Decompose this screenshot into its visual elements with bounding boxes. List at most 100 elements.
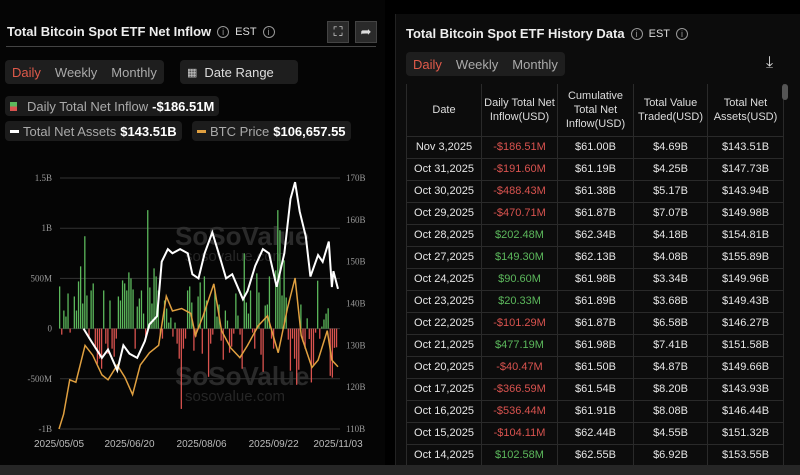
- table-row: Oct 30,2025 -$488.43M $61.38B $5.17B $143.94…: [406, 180, 784, 203]
- date-cell: Oct 21,2025: [406, 334, 482, 357]
- inflow-bar: [201, 328, 203, 354]
- date-range-button[interactable]: ▦ Date Range: [180, 60, 298, 84]
- share-icon[interactable]: ➦: [355, 21, 377, 43]
- tab-weekly[interactable]: Weekly: [54, 64, 98, 80]
- inflow-bar: [73, 296, 75, 329]
- x-tick-label: 2025/05/05: [34, 439, 84, 450]
- daily-inflow-cell: $477.19M: [481, 334, 558, 357]
- watermark: sosovalue.com: [185, 388, 285, 405]
- cumulative-inflow-cell: $62.13B: [557, 246, 634, 269]
- net-assets-cell: $149.66B: [707, 356, 784, 379]
- date-cell: Oct 24,2025: [406, 268, 482, 291]
- tab-daily[interactable]: Daily: [12, 64, 41, 80]
- inflow-bar: [262, 328, 264, 372]
- inflow-bar: [61, 328, 63, 335]
- inflow-bar: [310, 328, 313, 383]
- y-right-tick-label: 170B: [346, 173, 366, 183]
- table-row: Oct 28,2025 $202.48M $62.34B $4.18B $154.81B: [406, 224, 784, 247]
- inflow-bar: [224, 310, 227, 329]
- inflow-bar: [186, 290, 189, 329]
- inflow-bar: [172, 328, 174, 337]
- tab-daily[interactable]: Daily: [413, 56, 442, 72]
- info-icon[interactable]: i: [630, 27, 643, 40]
- legend-assets[interactable]: Total Net Assets $143.51B: [5, 121, 182, 141]
- table-row: Oct 20,2025 -$40.47M $61.50B $4.87B $149.66B: [406, 356, 784, 379]
- tab-monthly[interactable]: Monthly: [512, 56, 558, 72]
- daily-inflow-cell: -$366.59M: [481, 378, 558, 401]
- daily-inflow-cell: -$101.29M: [481, 312, 558, 335]
- inflow-bar: [258, 292, 260, 329]
- column-header: Cumulative Total Net Inflow(USD): [557, 84, 634, 137]
- inflow-bar: [197, 296, 199, 329]
- date-cell: Oct 29,2025: [406, 202, 482, 225]
- info-icon[interactable]: i: [676, 27, 689, 40]
- legend-inflow[interactable]: Daily Total Net Inflow -$186.51M: [5, 96, 220, 116]
- tab-monthly[interactable]: Monthly: [111, 64, 157, 80]
- inflow-bar: [105, 328, 107, 344]
- calendar-icon: ▦: [187, 66, 198, 79]
- inflow-bar: [63, 310, 65, 329]
- price-legend-swatch-icon: [197, 129, 206, 133]
- date-cell: Oct 17,2025: [406, 378, 482, 401]
- y-right-tick-label: 110B: [346, 424, 365, 434]
- value-traded-cell: $6.58B: [633, 312, 708, 335]
- cumulative-inflow-cell: $61.91B: [557, 400, 634, 423]
- x-tick-label: 2025/06/20: [104, 439, 154, 450]
- cumulative-inflow-cell: $61.50B: [557, 356, 634, 379]
- date-cell: Oct 16,2025: [406, 400, 482, 423]
- daily-inflow-cell: $20.33M: [481, 290, 558, 313]
- date-cell: Oct 22,2025: [406, 312, 482, 335]
- inflow-bar: [241, 328, 243, 369]
- value-traded-cell: $7.41B: [633, 334, 708, 357]
- y-right-tick-label: 150B: [346, 257, 366, 267]
- inflow-bar: [161, 328, 164, 339]
- assets-legend-swatch-icon: [10, 129, 19, 133]
- inflow-bar: [153, 268, 155, 329]
- daily-inflow-cell: $202.48M: [481, 224, 558, 247]
- date-cell: Nov 3,2025: [406, 136, 482, 159]
- history-table: Date Daily Total Net Inflow(USD) Cumulativ…: [406, 84, 784, 467]
- table-row: Oct 15,2025 -$104.11M $62.44B $4.55B $151.32…: [406, 422, 784, 445]
- inflow-bar: [226, 320, 229, 329]
- y-left-tick-label: -1B: [39, 424, 53, 434]
- net-assets-cell: $143.93B: [707, 378, 784, 401]
- date-cell: Oct 30,2025: [406, 180, 482, 203]
- y-right-tick-label: 160B: [346, 215, 366, 225]
- x-tick-label: 2025/11/03: [313, 439, 363, 450]
- value-traded-cell: $4.55B: [633, 422, 708, 445]
- legend-label: Total Net Assets: [23, 123, 117, 139]
- legend-value: $106,657.55: [273, 123, 346, 139]
- inflow-bar: [245, 302, 247, 329]
- net-assets-cell: $146.27B: [707, 312, 784, 335]
- inflow-bar: [233, 328, 235, 334]
- y-right-tick-label: 120B: [346, 382, 366, 392]
- net-assets-line: [82, 181, 339, 374]
- legend-price[interactable]: BTC Price $106,657.55: [192, 121, 351, 141]
- inflow-bar: [199, 282, 201, 329]
- info-icon[interactable]: i: [217, 25, 230, 38]
- column-header: Daily Total Net Inflow(USD): [481, 84, 558, 137]
- inflow-bar: [103, 290, 105, 329]
- inflow-bar: [145, 328, 147, 339]
- cumulative-inflow-cell: $61.54B: [557, 378, 634, 401]
- inflow-bar: [180, 328, 182, 409]
- net-assets-cell: $149.43B: [707, 290, 784, 313]
- date-cell: Oct 28,2025: [406, 224, 482, 247]
- inflow-bar: [98, 328, 101, 359]
- date-cell: Oct 15,2025: [406, 422, 482, 445]
- scrollbar[interactable]: [782, 84, 788, 100]
- date-cell: Oct 27,2025: [406, 246, 482, 269]
- inflow-bar: [239, 328, 241, 335]
- y-left-tick-label: 500M: [30, 273, 52, 283]
- table-row: Oct 27,2025 $149.30M $62.13B $4.08B $155.89B: [406, 246, 784, 269]
- inflow-bar: [174, 322, 176, 329]
- fullscreen-icon[interactable]: ⛶: [327, 21, 349, 43]
- inflow-bar: [59, 286, 61, 329]
- download-icon[interactable]: ⤓: [766, 54, 774, 71]
- tab-weekly[interactable]: Weekly: [455, 56, 499, 72]
- inflow-bar: [203, 276, 206, 329]
- inflow-bar: [189, 286, 191, 329]
- period-tabs: Daily Weekly Monthly: [406, 52, 565, 76]
- info-icon[interactable]: i: [262, 25, 275, 38]
- inflow-bar: [86, 295, 88, 329]
